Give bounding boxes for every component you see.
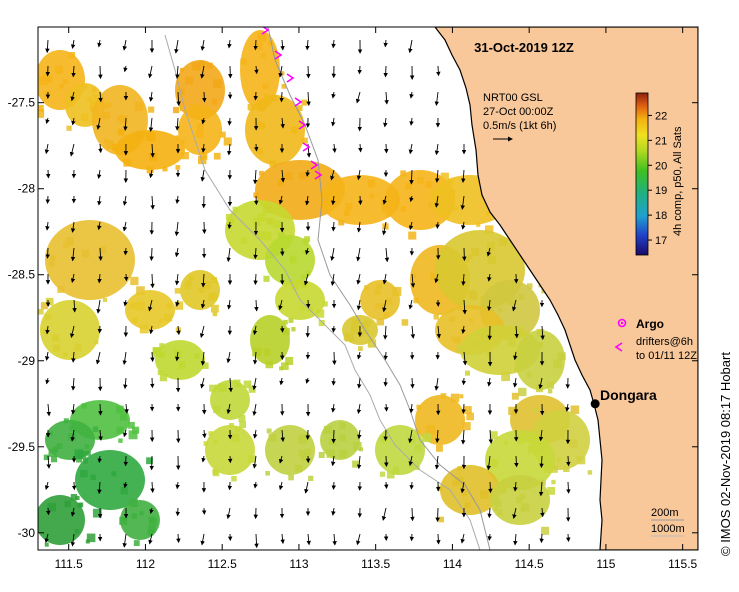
- dongara-label: Dongara: [600, 387, 657, 403]
- x-tick-label: 112.5: [208, 557, 237, 571]
- colorbar-label: 4h comp, p50, All Sats: [672, 126, 684, 236]
- x-tick-label: 112: [136, 557, 155, 571]
- current-date-label: 27-Oct 00:00Z: [483, 106, 554, 118]
- y-tick-label: -29.5: [8, 440, 36, 454]
- x-tick-label: 115.5: [668, 557, 697, 571]
- drifter-icon: [614, 342, 623, 352]
- isobath-200-label: 200m: [651, 507, 679, 519]
- colorbar-tick-label: 20: [655, 160, 667, 172]
- colorbar: 17 18 19 20 21 22 4h comp, p50, All Sats: [635, 92, 684, 256]
- legend: Argo drifters@6h to 01/11 12Z: [614, 317, 697, 362]
- colorbar-tick-label: 17: [655, 235, 667, 247]
- current-vectors: [44, 39, 571, 549]
- dongara-marker: [590, 399, 600, 409]
- colorbar-tick-label: 19: [655, 185, 667, 197]
- current-source-label: NRT00 GSL: [483, 92, 543, 104]
- y-tick-label: -27.5: [8, 96, 36, 110]
- credit-text: © IMOS 02-Nov-2019 08:17 Hobart: [718, 352, 733, 556]
- x-tick-label: 111.5: [55, 557, 84, 571]
- current-scale-label: 0.5m/s (1kt 6h): [483, 120, 556, 132]
- x-tick-label: 113.5: [361, 557, 390, 571]
- colorbar-tick-label: 21: [655, 135, 667, 147]
- drifter-track: [261, 27, 323, 180]
- x-tick-label: 114: [443, 557, 462, 571]
- plot-frame: [37, 26, 699, 551]
- colorbar-tick-label: 22: [655, 110, 667, 122]
- y-tick-label: -29: [18, 354, 36, 368]
- isobath-1000m: [164, 34, 481, 550]
- y-tick-label: -28: [18, 182, 36, 196]
- map-title: 31-Oct-2019 12Z: [474, 40, 574, 55]
- drifters-date-label: to 01/11 12Z: [636, 350, 697, 362]
- colorbar-tick-label: 18: [655, 210, 667, 222]
- x-tick-label: 114.5: [515, 557, 544, 571]
- isobath-1000-label: 1000m: [651, 523, 685, 535]
- argo-label: Argo: [636, 317, 664, 331]
- axes: 111.5 112 112.5 113 113.5 114 114.5 115 115.5 -27…: [8, 27, 698, 571]
- colorbar-gradient: [635, 92, 649, 256]
- y-tick-label: -28.5: [8, 268, 36, 282]
- argo-icon: [617, 318, 627, 328]
- land-area: [434, 27, 698, 550]
- y-tick-label: -30: [18, 526, 36, 540]
- isobath-200m: [267, 27, 491, 550]
- x-tick-label: 113: [289, 557, 308, 571]
- drifters-label: drifters@6h: [636, 336, 693, 348]
- x-tick-label: 115: [596, 557, 615, 571]
